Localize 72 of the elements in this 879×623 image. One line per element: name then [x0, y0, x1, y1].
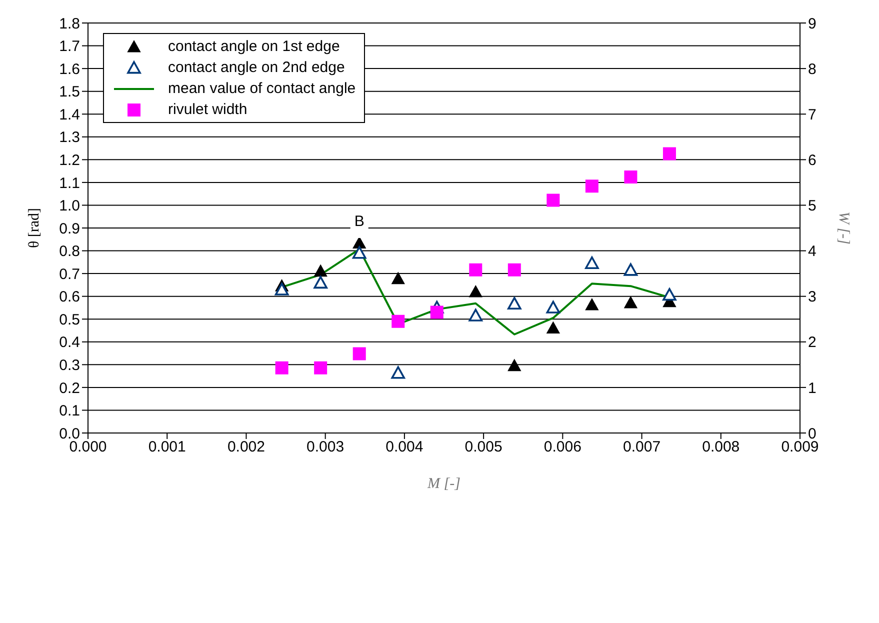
point — [585, 180, 598, 193]
y2-tick-label: 5 — [808, 198, 816, 215]
point — [469, 263, 482, 276]
y-tick-label: 1.4 — [59, 106, 80, 124]
legend-label: contact angle on 1st edge — [168, 38, 340, 55]
y2-tick-label: 2 — [808, 334, 816, 352]
y2-tick-label: 4 — [808, 243, 816, 260]
legend-label: contact angle on 2nd edge — [168, 59, 345, 76]
y-tick-label: 1.6 — [59, 60, 80, 78]
y-tick-label: 0.3 — [59, 356, 80, 374]
x-tick-label: 0.005 — [464, 438, 502, 456]
point — [430, 306, 444, 319]
x-tick-label: 0.004 — [386, 438, 424, 456]
point — [391, 366, 406, 379]
point — [274, 282, 289, 296]
y2-tick-label: 8 — [808, 60, 816, 78]
point — [352, 236, 366, 249]
point — [352, 246, 366, 259]
point — [468, 308, 483, 322]
y-tick-label: 0.2 — [59, 380, 80, 397]
y-tick-label: 0.9 — [59, 220, 80, 238]
point — [624, 263, 638, 276]
legend-label: mean value of contact angle — [168, 80, 356, 97]
point — [546, 300, 560, 314]
point — [546, 194, 560, 207]
point — [275, 361, 288, 374]
point — [392, 314, 405, 328]
y-tick-label: 0.7 — [59, 266, 80, 283]
point — [585, 298, 598, 310]
x-tick-label: 0.008 — [702, 438, 740, 456]
point — [662, 147, 676, 160]
point — [314, 264, 328, 277]
point — [314, 276, 328, 289]
y-tick-label: 0.6 — [59, 288, 80, 306]
y-tick-label: 0.1 — [59, 402, 80, 420]
y2-tick-label: 3 — [808, 288, 816, 306]
y-tick-label: 1.0 — [59, 198, 80, 215]
x-axis-title: M [-] — [426, 476, 461, 492]
y-tick-label: 0.8 — [59, 243, 80, 260]
y-tick-label: 0.4 — [59, 334, 80, 352]
y-tick-label: 1.3 — [59, 129, 80, 146]
x-tick-label: 0.001 — [148, 438, 186, 456]
y2-axis-title: W [-] — [836, 212, 852, 245]
y2-tick-label: 9 — [808, 15, 816, 32]
point — [585, 256, 599, 270]
x-tick-label: 0.003 — [306, 438, 344, 456]
y-tick-label: 1.2 — [59, 152, 80, 169]
legend-label: rivulet width — [168, 101, 248, 118]
x-tick-label: 0.006 — [544, 438, 582, 456]
point — [314, 361, 328, 374]
y-tick-label: 1.7 — [59, 38, 80, 56]
y-tick-label: 1.8 — [59, 15, 80, 32]
y2-tick-label: 1 — [808, 380, 816, 397]
point — [508, 359, 521, 372]
point — [352, 347, 366, 360]
point — [508, 263, 521, 276]
y-tick-label: 1.1 — [59, 174, 80, 192]
y2-tick-label: 6 — [808, 152, 816, 169]
point — [624, 170, 638, 184]
y-axis-title: θ [rad] — [26, 208, 42, 248]
point — [508, 296, 522, 310]
y-tick-label: 1.5 — [59, 84, 80, 101]
point — [469, 286, 482, 298]
annotation: B — [354, 213, 364, 230]
y2-tick-label: 7 — [808, 106, 816, 124]
point — [624, 296, 638, 308]
y-tick-label: 0.5 — [59, 311, 80, 328]
x-tick-label: 0.007 — [623, 438, 661, 456]
x-tick-label: 0.002 — [227, 438, 265, 456]
point — [546, 322, 560, 334]
point — [392, 272, 405, 284]
point — [662, 288, 676, 301]
